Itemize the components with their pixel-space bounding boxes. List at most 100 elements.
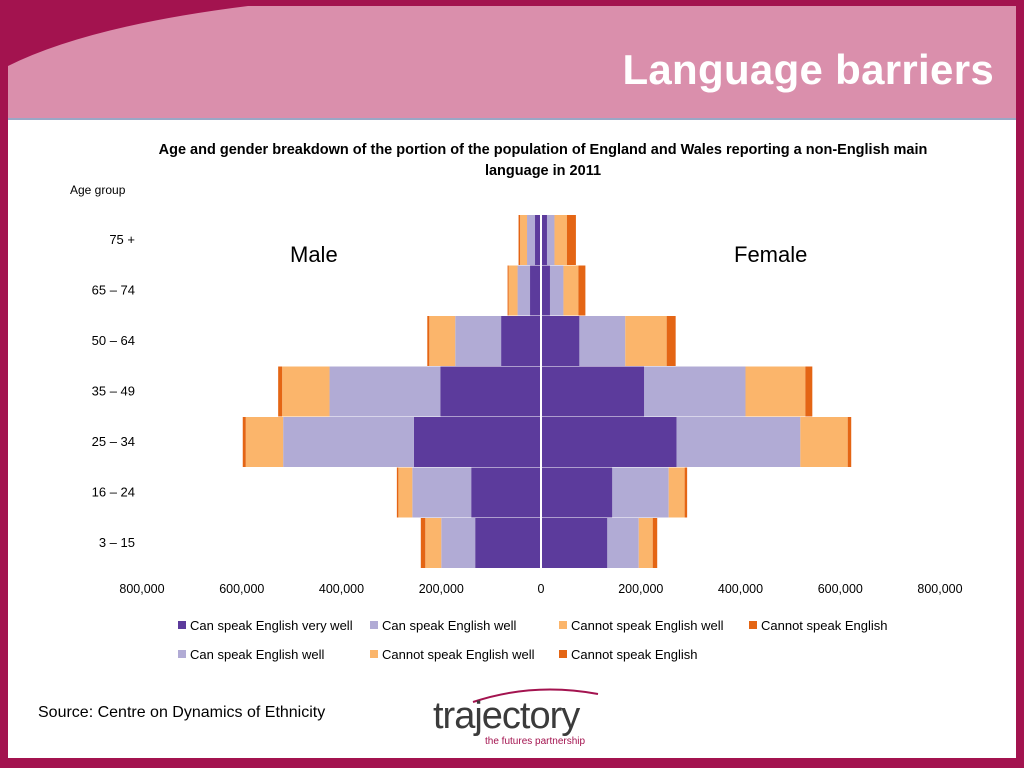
bar-female-2-s3: [847, 417, 852, 467]
bar-male-6-s2: [520, 215, 528, 265]
bar-female-6-s3: [566, 215, 576, 265]
female-label: Female: [734, 242, 808, 267]
y-tick-label: 75 +: [109, 232, 135, 247]
bar-female-0-s3: [652, 518, 658, 568]
bar-female-5-s1: [549, 265, 564, 316]
bar-female-2-s1: [676, 417, 801, 467]
slide-title: Language barriers: [622, 46, 994, 93]
bar-male-1-s2: [398, 467, 413, 518]
bar-male-3-s0: [440, 366, 541, 417]
bar-female-4-s3: [666, 316, 676, 366]
bar-male-3-s3: [278, 366, 283, 417]
bar-male-0-s3: [420, 518, 426, 568]
bar-female-3-s2: [745, 366, 806, 417]
bar-male-3-s2: [282, 366, 330, 417]
y-axis-label: Age group: [70, 183, 126, 197]
legend-item: Can speak English very well: [178, 618, 353, 633]
y-tick-label: 65 – 74: [92, 283, 135, 298]
legend-swatch: [559, 650, 567, 658]
legend-label: Cannot speak English: [761, 618, 888, 633]
x-tick-label: 600,000: [818, 582, 863, 596]
bar-male-4-s2: [429, 316, 456, 366]
legend-row-1: Can speak English very well Can speak Eng…: [8, 618, 1016, 636]
legend-swatch: [370, 621, 378, 629]
bar-male-0-s2: [425, 518, 442, 568]
legend-label: Cannot speak English well: [571, 618, 724, 633]
slide: Language barriers Age and gender breakdo…: [8, 6, 1016, 758]
bar-female-6-s2: [554, 215, 567, 265]
legend-label: Cannot speak English: [571, 647, 698, 662]
male-label: Male: [290, 242, 338, 267]
bar-female-1-s2: [668, 467, 685, 518]
bar-female-4-s1: [579, 316, 626, 366]
bar-male-1-s1: [412, 467, 472, 518]
y-tick-label: 35 – 49: [92, 384, 135, 399]
legend-label: Can speak English well: [382, 618, 517, 633]
y-tick-label: 50 – 64: [92, 333, 135, 348]
bar-male-1-s3: [396, 467, 399, 518]
bar-male-6-s3: [518, 215, 521, 265]
bar-female-2-s2: [800, 417, 848, 467]
bar-female-1-s0: [541, 467, 613, 518]
population-pyramid-chart: 3 – 15 16 – 24 25 – 34 35 – 49 50 – 64 65 – 7…: [92, 213, 963, 596]
bar-male-5-s3: [507, 265, 509, 316]
legend-swatch: [749, 621, 757, 629]
bar-male-5-s2: [508, 265, 518, 316]
bar-male-0-s1: [441, 518, 476, 568]
x-tick-label: 0: [538, 582, 545, 596]
bar-female-3-s3: [805, 366, 813, 417]
bar-male-2-s2: [245, 417, 284, 467]
header-swoosh: [8, 6, 248, 66]
x-tick-label: 400,000: [319, 582, 364, 596]
bar-male-4-s0: [501, 316, 541, 366]
bar-female-6-s0: [541, 215, 547, 265]
bar-male-1-s0: [471, 467, 541, 518]
chart-title: Age and gender breakdown of the portion …: [158, 142, 928, 179]
bar-female-0-s0: [541, 518, 608, 568]
legend-item: Can speak English well: [178, 647, 324, 662]
bar-male-6-s1: [527, 215, 536, 265]
legend-item: Cannot speak English well: [559, 618, 723, 633]
legend-row-2: Can speak English well Cannot speak Engli…: [8, 647, 1016, 665]
x-tick-label: 600,000: [219, 582, 264, 596]
bar-male-5-s1: [517, 265, 531, 316]
bar-male-4-s3: [427, 316, 430, 366]
bar-male-3-s1: [329, 366, 441, 417]
x-tick-label: 800,000: [119, 582, 164, 596]
x-tick-label: 200,000: [618, 582, 663, 596]
bar-male-2-s3: [242, 417, 246, 467]
logo-arc: [472, 688, 599, 703]
x-tick-label: 200,000: [419, 582, 464, 596]
bar-female-3-s0: [541, 366, 645, 417]
bar-male-6-s0: [535, 215, 541, 265]
legend-label: Can speak English very well: [190, 618, 353, 633]
slide-header: Language barriers: [8, 6, 1016, 120]
bar-male-2-s1: [283, 417, 414, 467]
bar-male-0-s0: [475, 518, 541, 568]
legend-swatch: [559, 621, 567, 629]
y-tick-label: 25 – 34: [92, 434, 135, 449]
logo-tagline: the futures partnership: [485, 736, 586, 747]
bar-female-2-s0: [541, 417, 677, 467]
bar-female-1-s1: [612, 467, 669, 518]
bar-male-4-s1: [455, 316, 502, 366]
legend-swatch: [178, 650, 186, 658]
bar-male-5-s0: [530, 265, 541, 316]
bar-female-4-s0: [541, 316, 580, 366]
legend-item: Cannot speak English: [559, 647, 697, 662]
bar-female-3-s1: [644, 366, 746, 417]
bar-female-0-s2: [638, 518, 653, 568]
source-note: Source: Centre on Dynamics of Ethnicity: [38, 704, 326, 721]
legend-label: Cannot speak English well: [382, 647, 535, 662]
x-tick-label: 800,000: [917, 582, 962, 596]
legend-swatch: [178, 621, 186, 629]
logo-word: trajectory: [433, 695, 580, 737]
bar-female-1-s3: [684, 467, 688, 518]
legend-item: Cannot speak English well: [370, 647, 534, 662]
bar-female-5-s3: [578, 265, 586, 316]
y-tick-label: 16 – 24: [92, 485, 135, 500]
trajectory-logo: trajectory the futures partnership: [433, 688, 603, 754]
legend-label: Can speak English well: [190, 647, 325, 662]
x-tick-label: 400,000: [718, 582, 763, 596]
legend-swatch: [370, 650, 378, 658]
